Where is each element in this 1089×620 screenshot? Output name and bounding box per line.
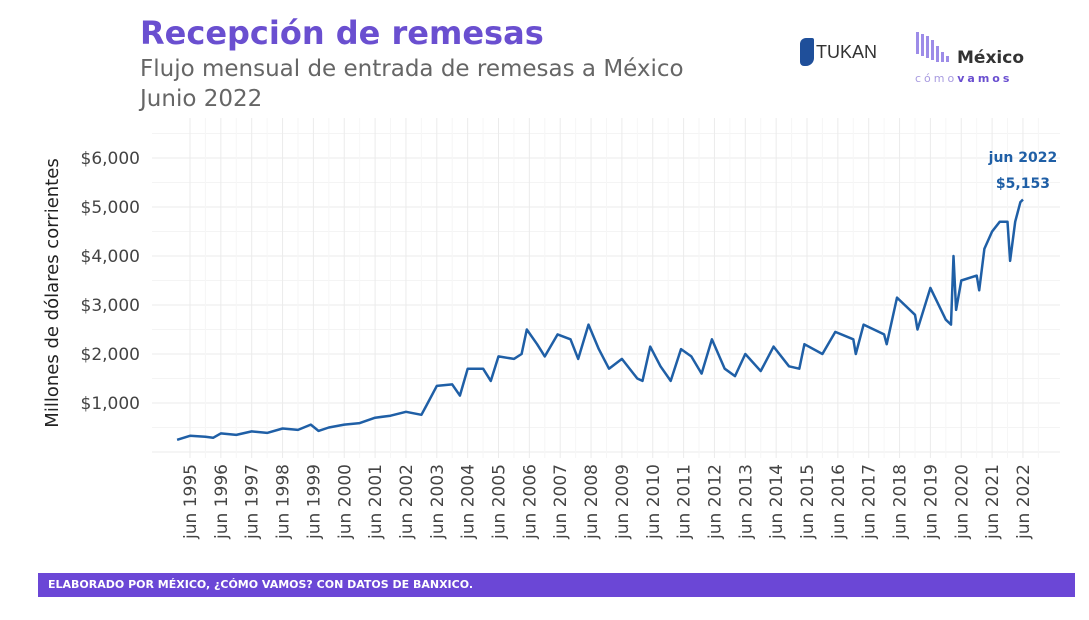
x-tick-label: jun 2009 [613,464,633,540]
x-tick-label: jun 2019 [921,464,941,540]
y-tick-label: $5,000 [81,198,140,218]
x-tick-label: jun 1998 [274,464,294,540]
bars-icon [916,32,949,62]
x-tick-label: jun 2003 [428,464,448,540]
x-tick-label: jun 2013 [736,464,756,540]
x-tick-label: jun 2004 [459,464,479,540]
x-tick-label: jun 1999 [304,464,324,540]
mcv-logo-b: vamos [957,72,1013,85]
annotation-date: jun 2022 [988,150,1058,166]
x-tick-label: jun 1995 [181,464,201,540]
mexico-como-vamos-logo: México cómovamos [915,32,1024,85]
x-tick-label: jun 2006 [520,464,540,540]
x-tick-label: jun 1997 [243,464,263,540]
mcv-logo-main: México [957,48,1024,68]
tukan-logo-text: TUKAN [816,41,878,62]
x-tick-label: jun 2008 [582,464,602,540]
y-tick-label: $6,000 [81,149,140,169]
mcv-logo-tagline: cómovamos [915,72,1012,85]
x-tick-label: jun 2022 [1014,464,1034,540]
y-tick-label: $1,000 [81,394,140,414]
tukan-bird-icon [800,38,814,66]
x-tick-label: jun 2020 [952,464,972,540]
x-tick-label: jun 2021 [983,464,1003,540]
x-tick-label: jun 2002 [397,464,417,540]
chart-date: Junio 2022 [140,86,263,112]
series-line [176,198,1024,441]
x-tick-label: jun 1996 [212,464,232,540]
chart-subtitle: Flujo mensual de entrada de remesas a Mé… [140,56,684,82]
x-tick-label: jun 2005 [490,464,510,540]
y-tick-label: $2,000 [81,345,140,365]
x-tick-label: jun 2010 [644,464,664,540]
x-tick-label: jun 2015 [798,464,818,540]
x-tick-label: jun 2007 [551,464,571,540]
source-footer: ELABORADO POR MÉXICO, ¿CÓMO VAMOS? CON D… [38,573,1075,597]
x-tick-label: jun 2018 [891,464,911,540]
x-tick-label: jun 2016 [829,464,849,540]
x-tick-label: jun 2012 [705,464,725,540]
chart-title: Recepción de remesas [140,14,544,52]
x-tick-label: jun 2001 [366,464,386,540]
x-tick-label: jun 2000 [335,464,355,540]
mcv-logo-a: cómo [915,72,958,85]
x-tick-label: jun 2011 [675,464,695,540]
x-tick-label: jun 2014 [767,464,787,540]
y-axis-label: Millones de dólares corrientes [42,158,63,427]
y-tick-label: $4,000 [81,247,140,267]
tukan-logo: TUKAN [800,38,877,66]
x-tick-label: jun 2017 [860,464,880,540]
annotation-value: $5,153 [996,176,1050,192]
y-tick-label: $3,000 [81,296,140,316]
